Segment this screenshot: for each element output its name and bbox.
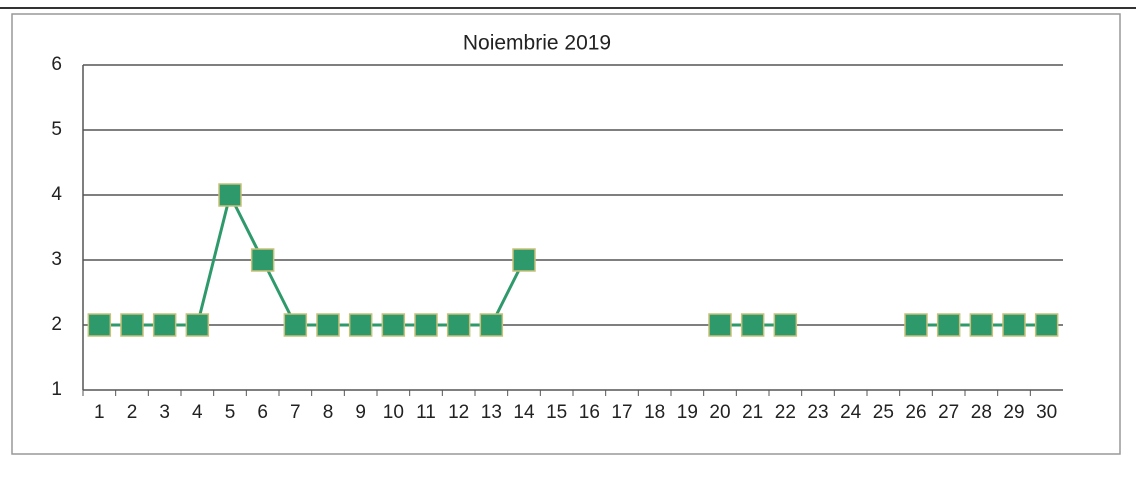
x-tick-label: 13 xyxy=(481,402,502,423)
marker xyxy=(120,313,144,337)
x-tick-label: 6 xyxy=(257,402,268,423)
marker xyxy=(152,313,177,337)
marker xyxy=(773,313,798,337)
x-tick-label: 15 xyxy=(546,402,567,423)
x-tick-label: 5 xyxy=(225,402,236,423)
x-tick-label: 4 xyxy=(192,402,203,423)
marker xyxy=(708,313,732,337)
x-tick-label: 16 xyxy=(579,402,600,423)
x-tick-label: 7 xyxy=(290,402,301,423)
y-tick-label: 3 xyxy=(51,249,62,270)
marker xyxy=(218,183,242,207)
marker xyxy=(414,313,438,337)
x-tick-label: 29 xyxy=(1003,402,1024,423)
marker xyxy=(381,313,406,337)
x-tick-label: 30 xyxy=(1036,402,1057,423)
marker xyxy=(936,313,961,337)
x-tick-label: 27 xyxy=(938,402,959,423)
marker xyxy=(512,248,536,272)
y-tick-label: 4 xyxy=(51,184,62,205)
x-tick-label: 24 xyxy=(840,402,862,423)
y-tick-label: 1 xyxy=(51,379,62,400)
x-tick-label: 8 xyxy=(323,402,334,423)
x-tick-label: 10 xyxy=(383,402,404,423)
x-tick-label: 14 xyxy=(513,402,535,423)
x-tick-label: 19 xyxy=(677,402,698,423)
x-tick-label: 17 xyxy=(611,402,632,423)
x-tick-label: 3 xyxy=(159,402,170,423)
x-tick-label: 9 xyxy=(355,402,366,423)
marker xyxy=(185,313,210,337)
marker xyxy=(1002,313,1026,337)
marker xyxy=(969,313,994,337)
x-tick-label: 11 xyxy=(416,402,436,423)
marker xyxy=(1034,313,1059,337)
marker xyxy=(250,248,275,272)
marker xyxy=(904,313,928,337)
y-tick-label: 5 xyxy=(51,119,62,140)
marker xyxy=(740,313,765,337)
chart-border xyxy=(11,13,1121,455)
x-tick-label: 21 xyxy=(742,402,763,423)
x-tick-label: 25 xyxy=(873,402,894,423)
x-tick-label: 22 xyxy=(775,402,796,423)
chart-title: Noiembrie 2019 xyxy=(463,32,611,55)
marker xyxy=(348,313,373,337)
y-tick-label: 6 xyxy=(51,54,62,75)
y-tick-label: 2 xyxy=(51,314,62,335)
x-tick-label: 28 xyxy=(971,402,992,423)
x-tick-label: 12 xyxy=(448,402,469,423)
marker xyxy=(316,313,340,337)
marker xyxy=(446,313,471,337)
x-tick-label: 23 xyxy=(807,402,828,423)
x-tick-label: 18 xyxy=(644,402,665,423)
marker xyxy=(479,313,504,337)
marker xyxy=(283,313,308,337)
marker xyxy=(87,313,112,337)
x-tick-label: 2 xyxy=(127,402,138,423)
x-tick-label: 1 xyxy=(94,402,105,423)
x-tick-label: 26 xyxy=(905,402,926,423)
x-tick-label: 20 xyxy=(709,402,730,423)
